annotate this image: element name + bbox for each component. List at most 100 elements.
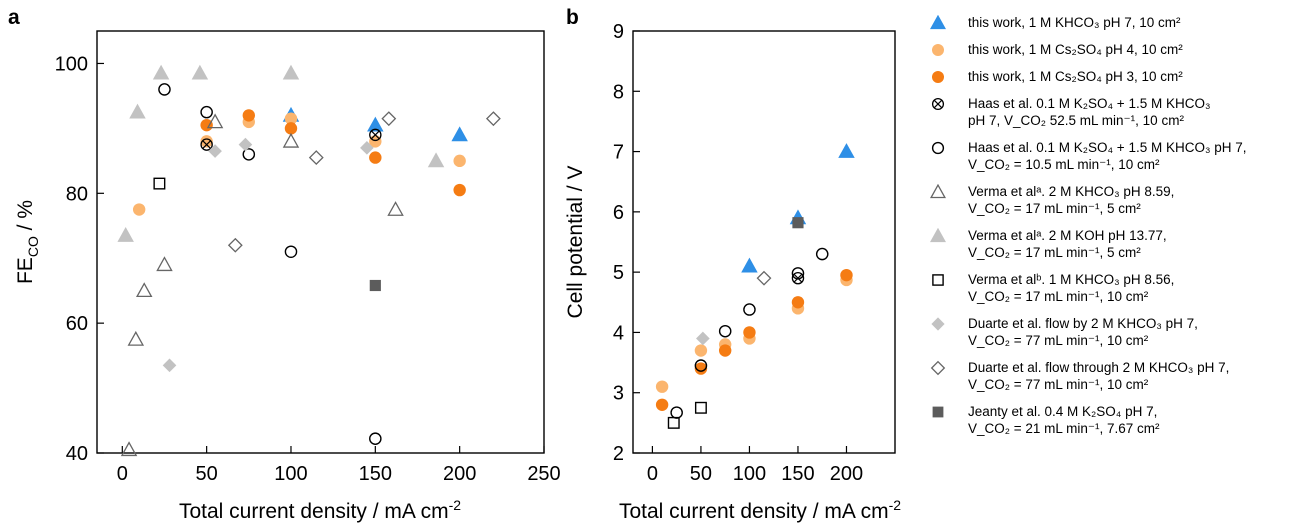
panel-b-point-s1 [838, 143, 855, 158]
panel-b-point-s3 [694, 362, 708, 375]
panel-b-point-s2 [694, 344, 708, 357]
legend-item: Verma et alᵇ. 1 M KHCO₃ pH 8.56, V_CO₂ = … [924, 271, 1290, 305]
legend-marker [931, 141, 945, 155]
panel-b-points [655, 143, 855, 429]
panel-b-x-tick-label: 0 [647, 463, 658, 485]
panel-b-point-s2 [655, 380, 669, 393]
legend-marker [932, 274, 944, 286]
legend-label-line2: V_CO₂ = 77 mL min⁻¹, 10 cm² [968, 377, 1149, 392]
panel-b-y-tick-label: 4 [613, 322, 624, 344]
panel-b-point-s3 [655, 398, 669, 411]
legend-item: this work, 1 M KHCO₃ pH 7, 10 cm² [924, 14, 1290, 31]
legend-item: Duarte et al. flow through 2 M KHCO₃ pH … [924, 359, 1290, 393]
legend-marker [930, 184, 946, 199]
panel-b-y-tick-label: 8 [613, 81, 624, 103]
legend-label: this work, 1 M KHCO₃ pH 7, 10 cm² [968, 15, 1181, 30]
legend-marker [932, 406, 944, 418]
panel-a-x-tick-label: 150 [359, 463, 392, 485]
legend-label-line2: V_CO₂ = 10.5 mL min⁻¹, 10 cm² [968, 157, 1160, 172]
legend-marker-shape [932, 44, 944, 56]
legend-item: Verma et alᵃ. 2 M KOH pH 13.77, V_CO₂ = 1… [924, 227, 1290, 261]
panel-a-x-tick-label: 100 [274, 463, 307, 485]
panel-a-point-s10 [227, 237, 243, 253]
panel-b-axes: 0 50 100 150 200 2 3 4 5 6 7 8 9 [613, 21, 863, 485]
panel-b-point-s4 [791, 271, 805, 285]
panel-a-point-s6 [120, 441, 138, 457]
panel-a-point-s9 [238, 137, 253, 152]
legend-label: Haas et al. 0.1 M K₂SO₄ + 1.5 M KHCO₃ [968, 96, 1211, 111]
panel-a-y-tick-label: 100 [55, 53, 88, 75]
panel-a-point-s6 [387, 201, 404, 216]
legend: this work, 1 M KHCO₃ pH 7, 10 cm² this wo… [924, 14, 1290, 447]
panel-a-x-tick-label: 250 [527, 463, 560, 485]
panel-a-point-s3 [453, 183, 466, 197]
panel-b-point-s5 [694, 359, 708, 372]
panel-a-point-s6 [135, 282, 153, 298]
legend-label: Verma et alᵃ. 2 M KHCO₃ pH 8.59, [968, 184, 1175, 199]
legend-marker [930, 360, 946, 376]
legend-marker-shape [930, 184, 946, 199]
legend-item: Verma et alᵃ. 2 M KHCO₃ pH 8.59, V_CO₂ = … [924, 183, 1290, 217]
panel-a-point-s11 [369, 279, 381, 292]
legend-label: Jeanty et al. 0.4 M K₂SO₄ pH 7, [968, 404, 1158, 419]
panel-b-x-tick-label: 200 [830, 463, 863, 485]
legend-label-line2: V_CO₂ = 17 mL min⁻¹, 5 cm² [968, 201, 1141, 216]
panel-a-points [117, 64, 501, 457]
panel-b-point-s3 [743, 326, 756, 339]
legend-marker [930, 15, 946, 30]
legend-label: Verma et alᵃ. 2 M KOH pH 13.77, [968, 228, 1167, 243]
panel-a-point-s2 [453, 154, 466, 168]
panel-a-point-s4 [200, 138, 213, 151]
panel-a-point-s1 [367, 116, 384, 132]
panel-b-frame [632, 30, 896, 454]
panel-a-point-s7 [282, 64, 300, 80]
panel-b-y-axis-title: Cell potential / V [564, 166, 587, 319]
panel-b-point-s8 [667, 416, 680, 429]
legend-label: Verma et alᵇ. 1 M KHCO₃ pH 8.56, [968, 272, 1175, 287]
legend-marker [931, 317, 945, 331]
panel-b-x-tick-label: 150 [781, 463, 814, 485]
panel-a-x-tick-label: 50 [196, 463, 218, 485]
legend-item: Jeanty et al. 0.4 M K₂SO₄ pH 7, V_CO₂ = 2… [924, 403, 1290, 437]
panel-b-x-tick-label: 50 [690, 463, 712, 485]
panel-a-point-s10 [308, 150, 324, 166]
legend-item: this work, 1 M Cs₂SO₄ pH 4, 10 cm² [924, 41, 1290, 58]
panel-b-y-tick-label: 6 [613, 202, 624, 224]
panel-b-point-s9 [696, 331, 710, 346]
panel-b-y-tick-label: 2 [613, 443, 624, 465]
legend-marker-shape [930, 360, 946, 376]
legend-item: Haas et al. 0.1 M K₂SO₄ + 1.5 M KHCO₃ pH… [924, 139, 1290, 173]
legend-label-line2: V_CO₂ = 77 mL min⁻¹, 10 cm² [968, 333, 1149, 348]
legend-label: this work, 1 M Cs₂SO₄ pH 4, 10 cm² [968, 42, 1183, 57]
panel-b-point-s10 [756, 270, 772, 286]
legend-label: Duarte et al. flow by 2 M KHCO₃ pH 7, [968, 316, 1198, 331]
panel-b-point-s8 [694, 401, 707, 414]
panel-a-point-s10 [381, 111, 397, 127]
panel-a-point-s6 [282, 132, 300, 148]
panel-b-x-tick-label: 100 [733, 463, 766, 485]
legend-item: Duarte et al. flow by 2 M KHCO₃ pH 7, V_C… [924, 315, 1290, 349]
panel-a-point-s7 [117, 227, 134, 242]
panel-a-point-s7 [427, 152, 445, 168]
panel-a-point-s5 [369, 432, 382, 445]
panel-b-point-s11 [792, 217, 804, 229]
panel-a-point-s2 [200, 135, 213, 148]
panel-a-point-s2 [284, 112, 298, 125]
panel-a-point-s8 [153, 177, 166, 190]
panel-b-y-tick-label: 9 [613, 21, 624, 43]
panel-b-chart: b 0 50 100 150 200 2 3 4 5 6 7 8 9 Total current den… [564, 6, 901, 523]
legend-label-line2: V_CO₂ = 17 mL min⁻¹, 10 cm² [968, 289, 1149, 304]
legend-marker-shape [931, 317, 945, 331]
legend-label: Haas et al. 0.1 M K₂SO₄ + 1.5 M KHCO₃ pH… [968, 140, 1247, 155]
panel-a-point-s6 [127, 330, 145, 346]
panel-a-point-s6 [206, 113, 224, 129]
legend-label-line2: pH 7, V_CO₂ 52.5 mL min⁻¹, 10 cm² [968, 113, 1184, 128]
legend-marker-shape [930, 228, 946, 243]
legend-marker-shape [932, 71, 944, 83]
legend-marker [930, 228, 946, 243]
panel-a-point-s9 [208, 144, 222, 158]
legend-label-line2: V_CO₂ = 17 mL min⁻¹, 5 cm² [968, 245, 1141, 260]
panel-b-point-s3 [718, 344, 732, 357]
panel-a-y-tick-label: 80 [66, 183, 88, 205]
panel-a-point-s9 [162, 358, 177, 373]
